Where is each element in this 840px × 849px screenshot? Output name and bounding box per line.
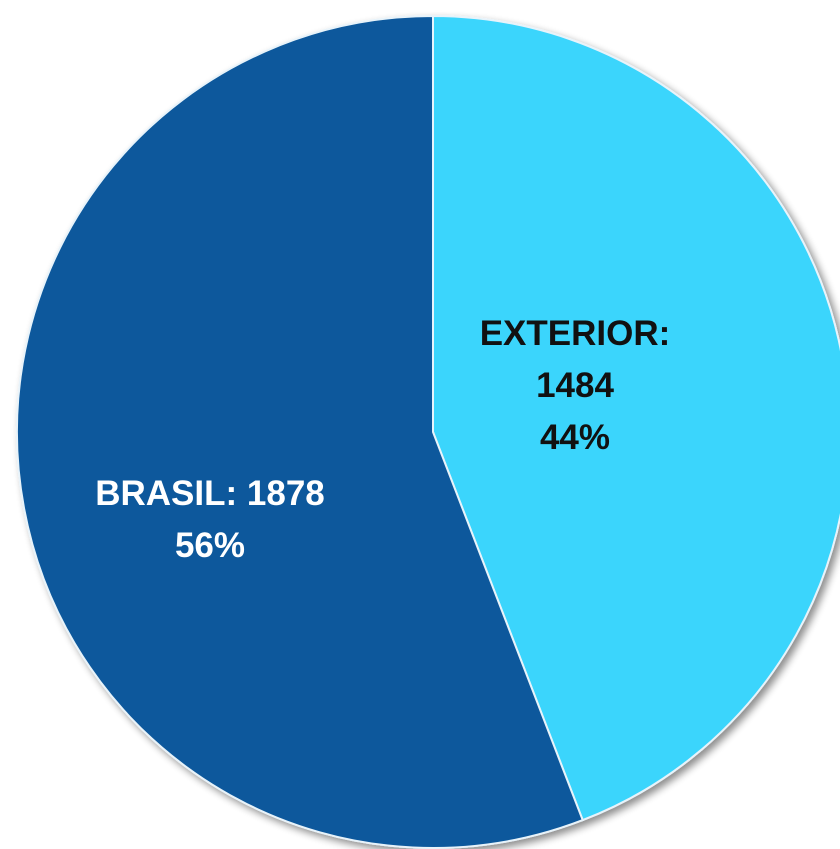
slice-label-exterior: EXTERIOR: 1484 44% [480, 314, 671, 457]
slice-label-line: BRASIL: 1878 [95, 474, 325, 513]
slice-label-line: 56% [175, 526, 245, 565]
pie-slice-exterior [432, 14, 840, 822]
slice-label-line: 44% [540, 418, 610, 457]
pie-labels: EXTERIOR: 1484 44% BRASIL: 1878 56% [95, 314, 670, 565]
slice-label-line: 1484 [536, 366, 614, 405]
slice-label-brasil: BRASIL: 1878 56% [95, 474, 325, 565]
pie-slices [16, 14, 840, 849]
pie-slice-brasil [16, 14, 585, 849]
slice-label-line: EXTERIOR: [480, 314, 671, 353]
